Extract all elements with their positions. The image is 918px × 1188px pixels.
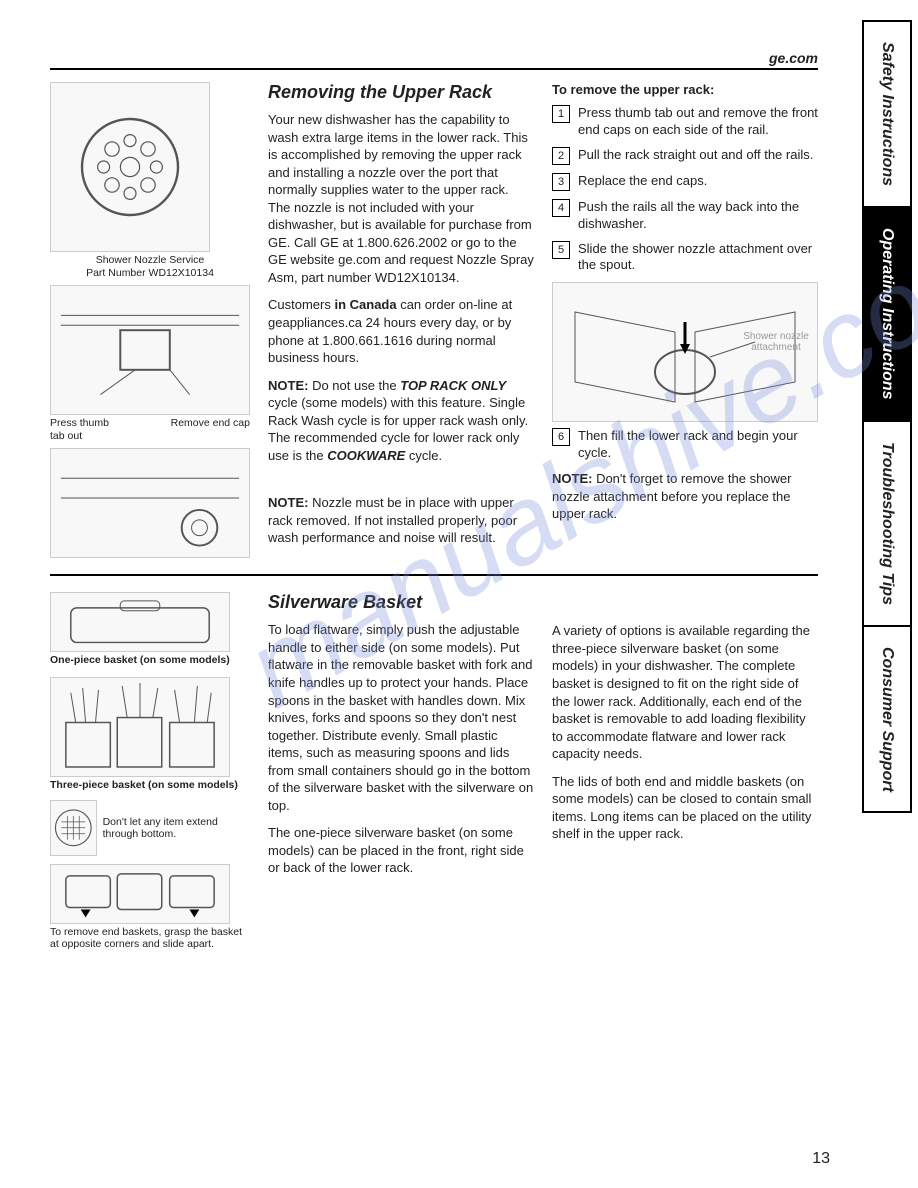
illustration-rack-endcap [50, 285, 250, 415]
note-nozzle-place: NOTE: Nozzle must be in place with upper… [268, 494, 534, 547]
para-flatware-load: To load flatware, simply push the adjust… [268, 621, 534, 814]
illustration-rack-rail [50, 448, 250, 558]
section-silverware-basket: One-piece basket (on some models) Three-… [50, 592, 818, 950]
step-4: 4Push the rails all the way back into th… [552, 199, 818, 233]
step-5: 5Slide the shower nozzle attachment over… [552, 241, 818, 275]
step-3: 3Replace the end caps. [552, 173, 818, 191]
section-divider [50, 574, 818, 576]
caption-three-piece: Three-piece basket (on some models) [50, 779, 250, 792]
step-6: 6Then fill the lower rack and begin your… [552, 428, 818, 462]
tip-text: Don't let any item extend through bottom… [103, 816, 250, 840]
tab-operating[interactable]: Operating Instructions [862, 206, 912, 420]
tab-safety[interactable]: Safety Instructions [862, 20, 912, 206]
caption-endcap-labels: Press thumb tab out Remove end cap [50, 417, 250, 442]
para-lids: The lids of both end and middle baskets … [552, 773, 818, 843]
tab-consumer[interactable]: Consumer Support [862, 625, 912, 814]
illustration-one-piece-basket [50, 592, 230, 652]
illustration-remove-end-baskets [50, 864, 230, 924]
section-removing-upper-rack: Shower Nozzle Service Part Number WD12X1… [50, 82, 818, 558]
para-canada: Customers in Canada can order on-line at… [268, 296, 534, 366]
side-navigation-tabs: Safety Instructions Operating Instructio… [862, 20, 918, 813]
note-remove-attachment: NOTE: Don't forget to remove the shower … [552, 470, 818, 523]
section-title-removing: Removing the Upper Rack [268, 82, 534, 103]
steps-list: 1Press thumb tab out and remove the fron… [552, 105, 818, 274]
label-shower-nozzle: Shower nozzle attachment [741, 331, 811, 353]
caption-remove-baskets: To remove end baskets, grasp the basket … [50, 926, 250, 951]
illustration-shower-nozzle [50, 82, 210, 252]
step-2: 2Pull the rack straight out and off the … [552, 147, 818, 165]
para-three-piece-options: A variety of options is available regard… [552, 622, 818, 762]
illustration-nozzle-attachment: Shower nozzle attachment [552, 282, 818, 422]
steps-heading: To remove the upper rack: [552, 82, 818, 97]
illustration-three-piece-basket [50, 677, 230, 777]
para-intro: Your new dishwasher has the capability t… [268, 111, 534, 286]
note-top-rack: NOTE: Do not use the TOP RACK ONLY cycle… [268, 377, 534, 465]
illustration-bottom-tip: Don't let any item extend through bottom… [50, 800, 250, 856]
caption-one-piece: One-piece basket (on some models) [50, 654, 250, 667]
header-url: ge.com [50, 50, 818, 70]
step-1: 1Press thumb tab out and remove the fron… [552, 105, 818, 139]
section-title-silverware: Silverware Basket [268, 592, 534, 613]
page-number: 13 [812, 1150, 830, 1168]
para-one-piece-place: The one-piece silverware basket (on some… [268, 824, 534, 877]
tab-troubleshooting[interactable]: Troubleshooting Tips [862, 420, 912, 625]
caption-nozzle-part: Shower Nozzle Service Part Number WD12X1… [50, 254, 250, 279]
